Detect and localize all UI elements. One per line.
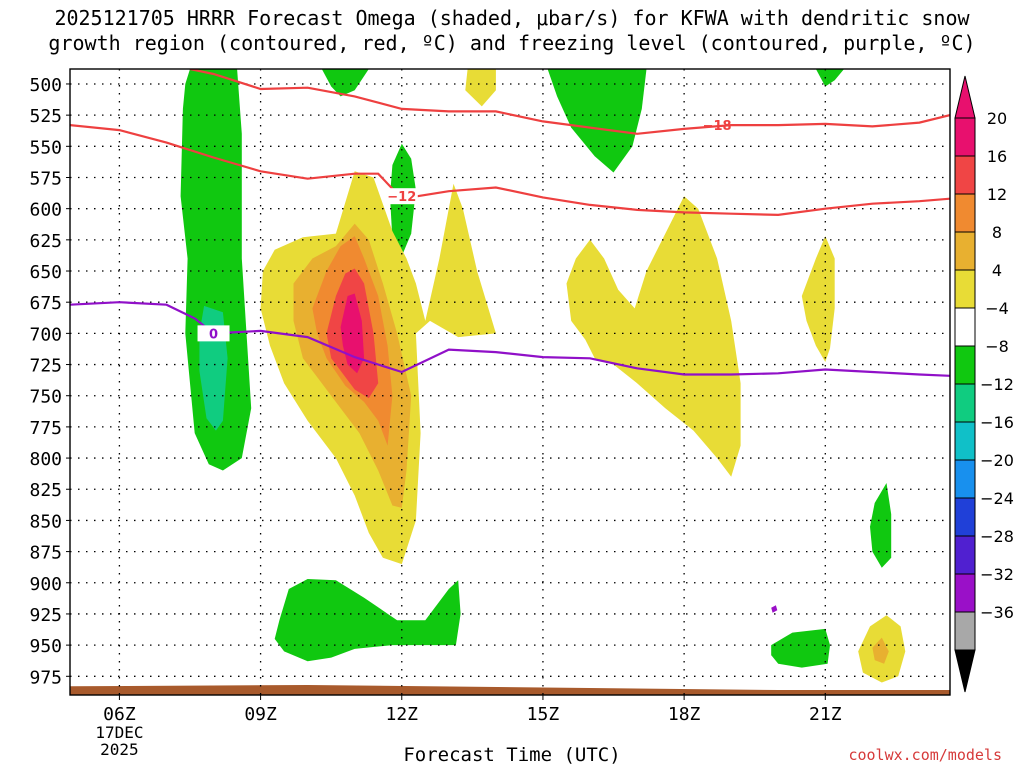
colorbar-swatch-12 bbox=[954, 573, 976, 613]
isotherm-label--12C: −12 bbox=[387, 190, 416, 205]
chart-title-line-1: 2025121705 HRRR Forecast Omega (shaded, … bbox=[54, 6, 970, 30]
colorbar-label-4: 4 bbox=[992, 261, 1002, 280]
colorbar-swatch-6 bbox=[954, 345, 976, 385]
colorbar-swatch-10 bbox=[954, 497, 976, 537]
y-tick-label-575: 575 bbox=[29, 168, 62, 189]
colorbar-label-0: 20 bbox=[987, 109, 1007, 128]
y-tick-label-850: 850 bbox=[29, 511, 62, 532]
omega-pos4-top-13z bbox=[465, 69, 496, 107]
isotherm-line--18C bbox=[70, 124, 950, 217]
surface-terrain bbox=[70, 685, 950, 695]
omega-neg32-speck bbox=[771, 605, 778, 613]
omega-pos4-lens-21z bbox=[801, 236, 835, 362]
omega-fills bbox=[70, 69, 950, 695]
y-tick-label-950: 950 bbox=[29, 636, 62, 657]
x-tick-label-18Z: 18Z bbox=[668, 704, 701, 725]
y-tick-label-800: 800 bbox=[29, 449, 62, 470]
colorbar-swatch-11 bbox=[954, 535, 976, 575]
isotherms: −18−120 bbox=[70, 69, 950, 377]
isotherm-label-bg--18C bbox=[701, 117, 734, 134]
omega-neg4-aloft-16z bbox=[547, 69, 647, 173]
y-tick-label-750: 750 bbox=[29, 387, 62, 408]
omega-pos4-region-18z bbox=[566, 196, 741, 477]
colorbar-swatch-2 bbox=[954, 193, 976, 233]
colorbar-swatch-0 bbox=[954, 117, 976, 157]
y-tick-label-925: 925 bbox=[29, 605, 62, 626]
y-tick-label-725: 725 bbox=[29, 356, 62, 377]
omega-neg4-lowlevel bbox=[274, 579, 461, 662]
colorbar-swatch-5 bbox=[954, 307, 976, 347]
isotherm-label-bg--12C bbox=[385, 188, 418, 205]
y-tick-label-975: 975 bbox=[29, 667, 62, 688]
colorbar-label-2: 12 bbox=[987, 185, 1007, 204]
y-tick-label-525: 525 bbox=[29, 106, 62, 127]
colorbar-label-5: −4 bbox=[985, 299, 1009, 318]
colorbar-arrow-bottom bbox=[954, 649, 976, 693]
y-tick-label-500: 500 bbox=[29, 75, 62, 96]
colorbar-swatch-4 bbox=[954, 269, 976, 309]
omega-neg4-top-21z bbox=[815, 69, 845, 87]
grid bbox=[70, 69, 950, 695]
isotherm-line-0C bbox=[70, 301, 950, 377]
omega-neg4-column-0708z bbox=[180, 69, 252, 471]
colorbar-label-6: −8 bbox=[985, 337, 1009, 356]
colorbar-swatch-8 bbox=[954, 421, 976, 461]
y-tick-label-600: 600 bbox=[29, 200, 62, 221]
x-tick-label-21Z: 21Z bbox=[809, 704, 842, 725]
y-tick-label-550: 550 bbox=[29, 137, 62, 158]
colorbar-label-11: −28 bbox=[980, 527, 1014, 546]
colorbar-label-13: −36 bbox=[980, 603, 1014, 622]
plot-frame bbox=[69, 68, 951, 696]
colorbar-label-9: −20 bbox=[980, 451, 1014, 470]
x-tick-year: 2025 bbox=[100, 740, 139, 759]
colorbar-label-10: −24 bbox=[980, 489, 1014, 508]
colorbar-label-7: −12 bbox=[980, 375, 1014, 394]
colorbar: 20 16 12 8 4 −4 −8 −12 −16 −20 −24 −28 −32 −36 bbox=[954, 75, 1014, 693]
omega-neg4-top-1030z bbox=[321, 69, 369, 97]
colorbar-label-1: 16 bbox=[987, 147, 1007, 166]
colorbar-swatch-1 bbox=[954, 155, 976, 195]
x-tick-label-09Z: 09Z bbox=[244, 704, 277, 725]
x-tick-label-12Z: 12Z bbox=[386, 704, 419, 725]
x-axis-label: Forecast Time (UTC) bbox=[403, 744, 621, 766]
x-tick-label-15Z: 15Z bbox=[527, 704, 560, 725]
y-axis: 500 525 550 575 600 625 650 675 700 725 750 775 800 8… bbox=[29, 75, 70, 688]
colorbar-label-3: 8 bbox=[992, 223, 1002, 242]
y-tick-label-675: 675 bbox=[29, 293, 62, 314]
x-tick-date: 17DEC bbox=[95, 723, 143, 742]
colorbar-label-12: −32 bbox=[980, 565, 1014, 584]
chart-title-line-2: growth region (contoured, red, ºC) and f… bbox=[48, 31, 976, 55]
y-tick-label-825: 825 bbox=[29, 480, 62, 501]
y-tick-label-700: 700 bbox=[29, 324, 62, 345]
colorbar-swatch-7 bbox=[954, 383, 976, 423]
y-tick-label-875: 875 bbox=[29, 543, 62, 564]
y-tick-label-650: 650 bbox=[29, 262, 62, 283]
credit-link[interactable]: coolwx.com/models bbox=[848, 746, 1002, 764]
x-tick-label-06Z: 06Z bbox=[103, 704, 136, 725]
omega-pos8-surface-22z bbox=[872, 637, 889, 664]
y-tick-label-775: 775 bbox=[29, 418, 62, 439]
colorbar-arrow-top bbox=[954, 75, 976, 119]
omega-neg4-small-22z bbox=[870, 483, 892, 568]
colorbar-swatch-9 bbox=[954, 459, 976, 499]
isotherm-label-bg-0C bbox=[197, 325, 230, 342]
isotherm-line--12C bbox=[189, 69, 950, 135]
colorbar-swatch-3 bbox=[954, 231, 976, 271]
colorbar-swatch-13 bbox=[954, 611, 976, 651]
y-tick-label-625: 625 bbox=[29, 231, 62, 252]
isotherm-label-0C: 0 bbox=[209, 327, 218, 342]
omega-neg4-blob-20z bbox=[771, 628, 830, 668]
colorbar-label-8: −16 bbox=[980, 413, 1014, 432]
y-tick-label-900: 900 bbox=[29, 574, 62, 595]
